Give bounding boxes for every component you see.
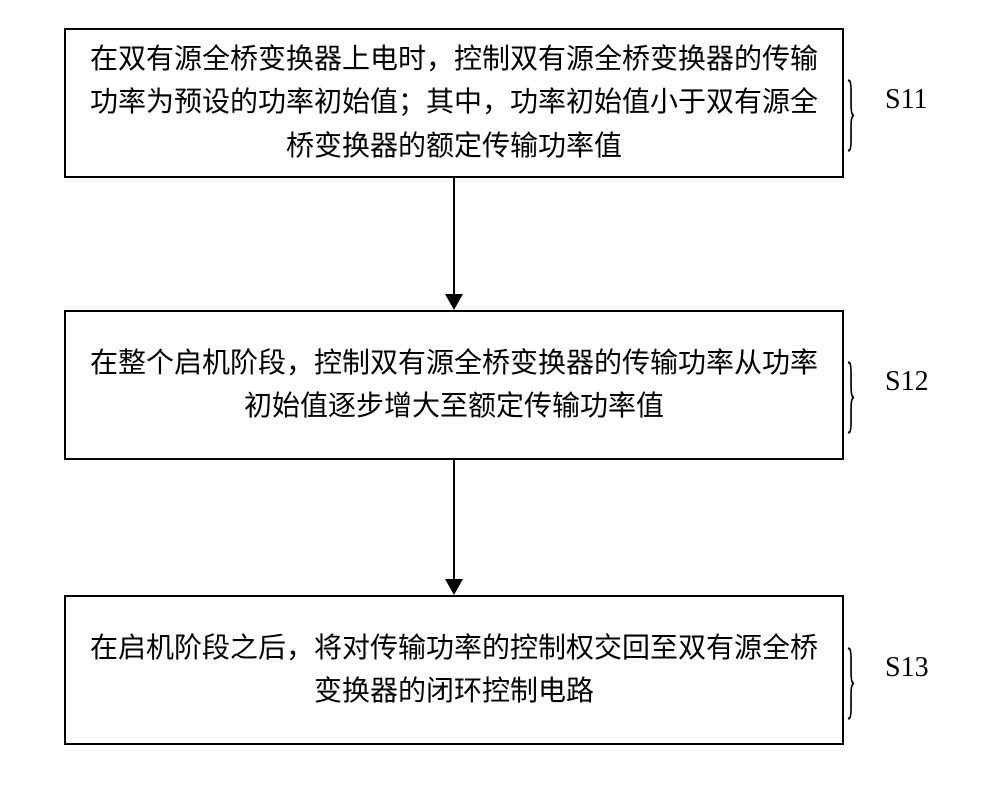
flow-node-s12: 在整个启机阶段，控制双有源全桥变换器的传输功率从功率初始值逐步增大至额定传输功率… bbox=[64, 310, 844, 460]
flow-node-s11-text: 在双有源全桥变换器上电时，控制双有源全桥变换器的传输功率为预设的功率初始值；其中… bbox=[90, 38, 818, 168]
arrowhead-s11-s12 bbox=[445, 294, 463, 310]
edge-s12-s13 bbox=[453, 460, 455, 581]
flow-node-s12-text: 在整个启机阶段，控制双有源全桥变换器的传输功率从功率初始值逐步增大至额定传输功率… bbox=[90, 342, 818, 429]
brace-s13: } bbox=[846, 628, 856, 729]
edge-s11-s12 bbox=[453, 178, 455, 296]
flowchart-canvas: 在双有源全桥变换器上电时，控制双有源全桥变换器的传输功率为预设的功率初始值；其中… bbox=[0, 0, 1000, 811]
flow-node-s13: 在启机阶段之后，将对传输功率的控制权交回至双有源全桥变换器的闭环控制电路 bbox=[64, 595, 844, 745]
brace-s12: } bbox=[846, 342, 856, 443]
brace-s11: } bbox=[846, 60, 856, 161]
arrowhead-s12-s13 bbox=[445, 579, 463, 595]
flow-node-s11: 在双有源全桥变换器上电时，控制双有源全桥变换器的传输功率为预设的功率初始值；其中… bbox=[64, 28, 844, 178]
flow-node-s13-text: 在启机阶段之后，将对传输功率的控制权交回至双有源全桥变换器的闭环控制电路 bbox=[90, 627, 818, 714]
flow-label-s12: S12 bbox=[885, 366, 929, 398]
flow-label-s13: S13 bbox=[885, 652, 929, 684]
flow-label-s11: S11 bbox=[885, 84, 928, 116]
